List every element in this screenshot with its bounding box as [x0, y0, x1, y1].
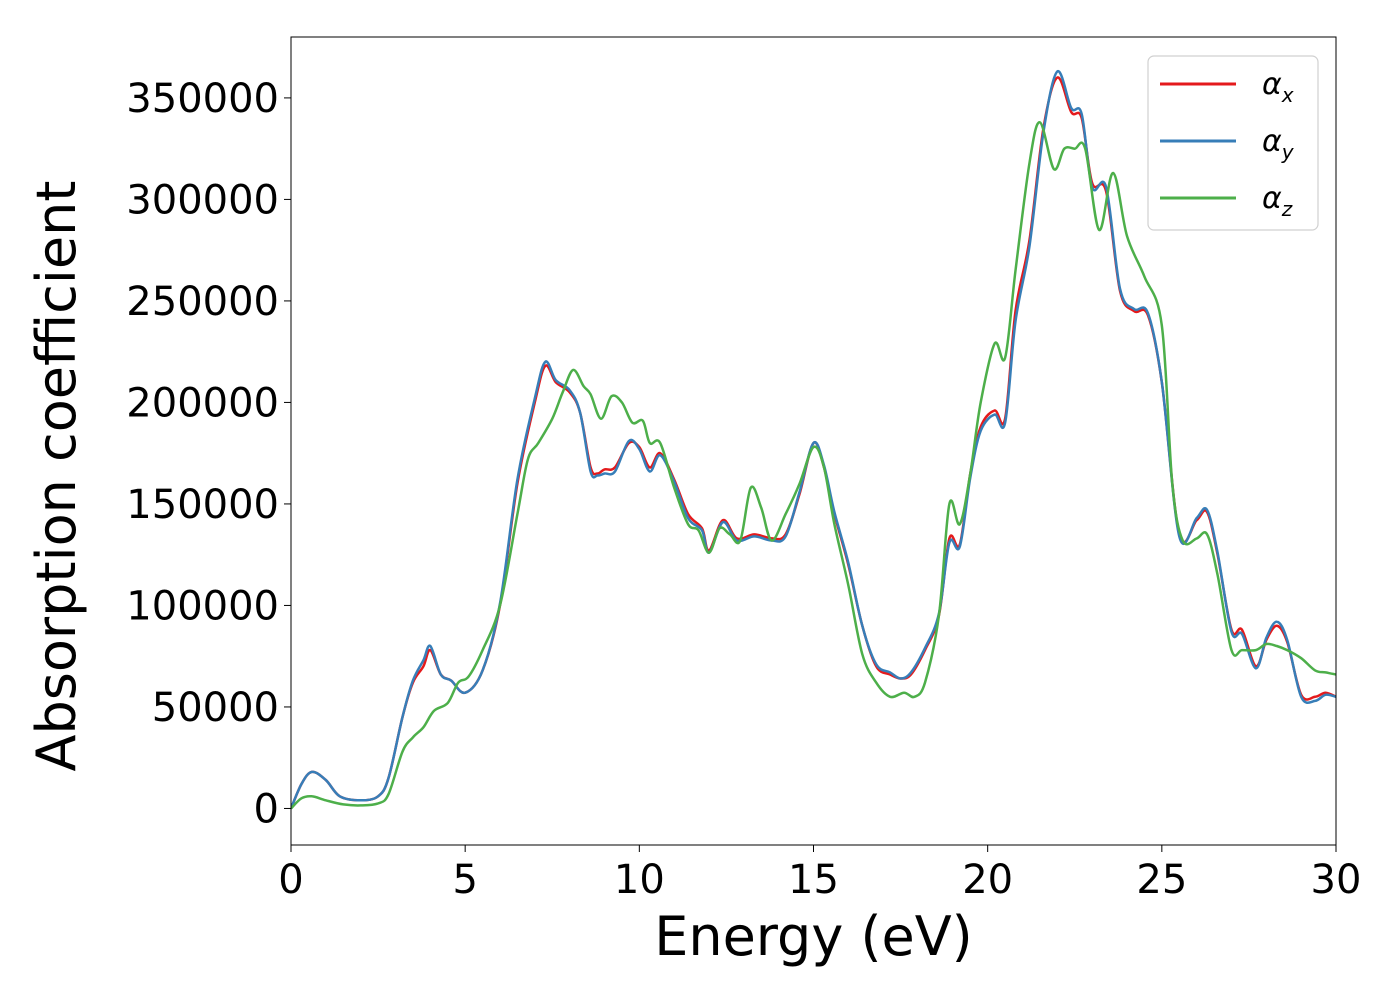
y-tick-label: 150000: [126, 482, 279, 528]
series-lines: [291, 70, 1336, 810]
y-tick-label: 250000: [126, 279, 279, 325]
x-tick-label: 20: [962, 857, 1013, 903]
legend-label-y: αy: [1262, 124, 1295, 164]
x-tick-label: 25: [1136, 857, 1187, 903]
x-axis-label: Energy (eV): [654, 905, 973, 968]
y-tick-label: 50000: [152, 685, 279, 731]
y-axis-label: Absorption coefficient: [25, 181, 88, 772]
legend-label-x: αx: [1262, 67, 1294, 107]
x-tick-label: 0: [278, 857, 303, 903]
x-tick-label: 15: [788, 857, 839, 903]
x-tick-label: 5: [452, 857, 477, 903]
series-line-z: [291, 121, 1336, 810]
y-tick-label: 0: [254, 786, 279, 832]
x-tick-label: 30: [1311, 857, 1362, 903]
legend-box: [1147, 55, 1319, 231]
y-tick-label: 350000: [126, 76, 279, 122]
y-tick-label: 200000: [126, 380, 279, 426]
y-tick-label: 300000: [126, 177, 279, 223]
x-tick-label: 10: [614, 857, 665, 903]
axis-ticks: 0 5 10 15 20 25 30 0 50000 100000 150000 200000 2500…: [126, 76, 1361, 903]
y-tick-label: 100000: [126, 583, 279, 629]
